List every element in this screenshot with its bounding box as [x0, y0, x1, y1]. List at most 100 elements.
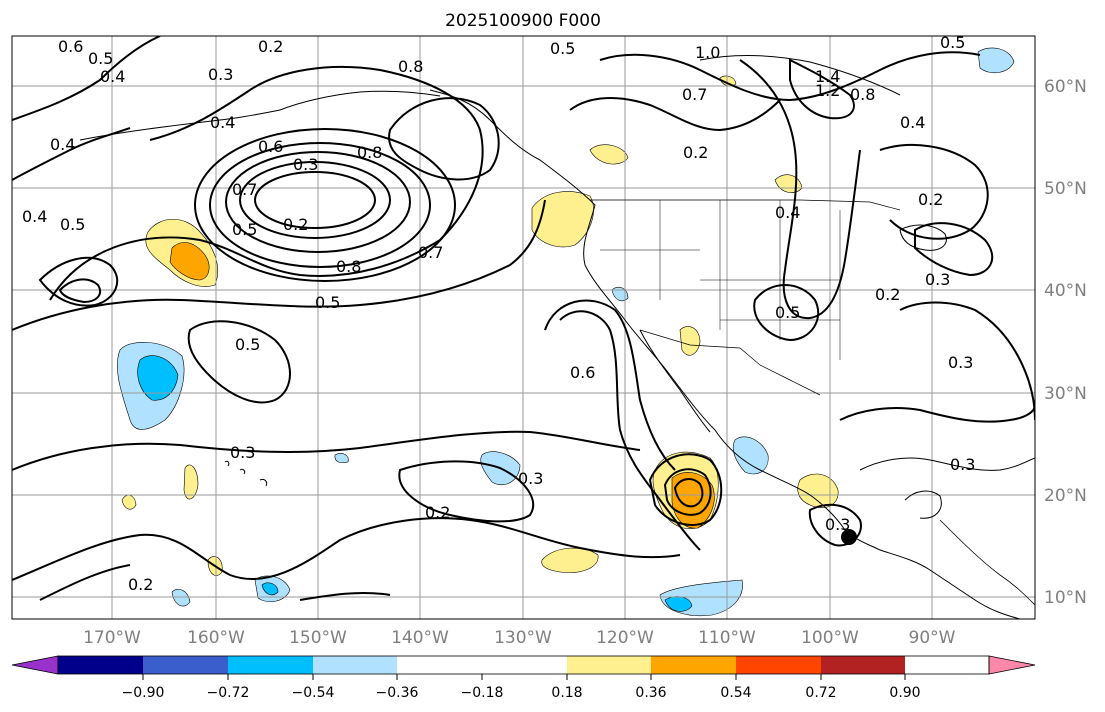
positive-anomaly-patches	[121, 75, 839, 576]
colorbar-bin	[228, 656, 313, 674]
gulf-of-california	[639, 329, 711, 433]
contour-label: 0.3	[925, 270, 950, 289]
contour-label: 0.5	[88, 49, 113, 68]
anomaly-patch-subtropical-2	[183, 464, 199, 500]
colorbar-tick-label: 0.72	[805, 685, 836, 701]
lon-label: 110°W	[698, 628, 756, 648]
contour-label: 0.2	[258, 37, 283, 56]
contour-0.3-south-pacific	[39, 564, 391, 601]
us-mexico-border	[639, 329, 821, 396]
contour-label: 0.2	[283, 215, 308, 234]
gulf-of-mexico-coast	[859, 457, 1035, 471]
contour-label: 0.2	[128, 575, 153, 594]
colorbar-bin	[313, 656, 397, 674]
contour-label: 1.4	[815, 67, 840, 86]
colorbar-bin	[651, 656, 736, 674]
contour-east-canada-2	[914, 222, 994, 277]
contour-label: 0.6	[570, 363, 595, 382]
contour-label: 0.6	[58, 37, 83, 56]
contour-label: 0.4	[210, 113, 235, 132]
contour-west-pacific-3	[38, 256, 119, 307]
contour-label: 0.2	[425, 503, 450, 522]
contour-label: 0.4	[100, 67, 125, 86]
anomaly-patch-tropical-3	[171, 589, 191, 607]
contour-lines	[12, 36, 1035, 601]
central-america-coast	[939, 519, 1035, 606]
lat-label: 60°N	[1044, 77, 1087, 97]
negative-anomaly-patches	[117, 47, 1015, 616]
anomaly-patch-hudson	[589, 144, 629, 165]
contour-label: 0.2	[918, 190, 943, 209]
colorbar-under-triangle	[11, 655, 59, 675]
contour-label: 0.5	[60, 215, 85, 234]
anomaly-patch-central-pacific-core	[137, 355, 179, 401]
contour-0.3-tropics	[12, 430, 641, 471]
hudson-bay-coast	[699, 55, 901, 96]
contour-label: 0.7	[682, 85, 707, 104]
contour-label: 1.0	[695, 43, 720, 62]
colorbar-bin	[821, 656, 905, 674]
anomaly-patch-subtropical-1	[121, 494, 137, 510]
contour-label: 0.4	[900, 113, 925, 132]
contour-label: 0.5	[235, 335, 260, 354]
contour-ridge-plains-2	[753, 284, 820, 342]
contour-0.5-subtropical	[12, 199, 546, 331]
lon-label: 160°W	[187, 628, 245, 648]
colorbar-bin	[736, 656, 821, 674]
longitude-labels: 170°W 160°W 150°W 140°W 130°W 120°W 110°…	[83, 628, 956, 648]
contour-label: 0.3	[230, 443, 255, 462]
contour-closed-low-mexico-2	[663, 468, 712, 516]
lat-label: 20°N	[1044, 486, 1087, 506]
contour-east-canada	[879, 144, 989, 240]
yucatan-coast	[904, 490, 942, 519]
contour-label: 0.5	[940, 33, 965, 52]
map-area: 0.6 0.5 0.4 0.2 0.3 0.5 0.8 1.0 0.7 1.4 …	[12, 33, 1035, 619]
contour-southeast-us	[899, 301, 1035, 421]
contour-ring-0.2	[254, 171, 376, 229]
contour-west-pacific-2	[12, 127, 131, 181]
colorbar-bin	[143, 656, 228, 674]
colorbar-ticks	[142, 674, 906, 680]
contour-label: 0.8	[357, 143, 382, 162]
contour-0.2-low	[398, 460, 535, 523]
contour-label: 0.5	[550, 39, 575, 58]
contour-label: 0.3	[948, 353, 973, 372]
contour-label: 0.3	[208, 65, 233, 84]
us-canada-border	[590, 199, 901, 211]
contour-1.4	[789, 58, 855, 120]
lon-label: 150°W	[289, 628, 347, 648]
contour-label: 0.5	[315, 293, 340, 312]
colorbar-bin	[567, 656, 651, 674]
contour-label: 0.3	[293, 155, 318, 174]
anomaly-patch-arctic	[977, 47, 1015, 74]
contour-label: 0.6	[258, 137, 283, 156]
lon-label: 90°W	[909, 628, 956, 648]
contour-0.8-north-pacific	[49, 65, 484, 301]
contour-label: 0.5	[775, 303, 800, 322]
colorbar-tick-label: −0.18	[461, 685, 504, 701]
contour-0.5-central	[187, 320, 291, 404]
colorbar-tick-label: 0.90	[889, 685, 920, 701]
contour-label: 0.5	[232, 220, 257, 239]
contour-label: 0.8	[850, 85, 875, 104]
map-title: 2025100900 F000	[445, 11, 601, 31]
contour-label: 0.3	[950, 455, 975, 474]
contour-west-pacific	[12, 36, 161, 121]
lon-label: 100°W	[801, 628, 859, 648]
colorbar-tick-label: −0.36	[376, 685, 419, 701]
contour-ring-0.5	[209, 142, 431, 268]
contour-west-pacific-4	[58, 278, 102, 304]
colorbar-tick-label: −0.72	[207, 685, 250, 701]
colorbar-bin	[58, 656, 143, 674]
anomaly-patch-gulf-california	[679, 326, 701, 356]
colorbar-bin	[397, 656, 482, 674]
colorbar-tick-label: −0.54	[292, 685, 335, 701]
graticule	[12, 36, 1035, 619]
contour-label: 0.8	[336, 257, 361, 276]
contour-label: 0.4	[50, 135, 75, 154]
anomaly-patch-nevada	[611, 286, 629, 302]
colorbar-bin	[482, 656, 567, 674]
contour-label: 0.2	[683, 143, 708, 162]
contour-0.2-southern	[12, 517, 681, 581]
lat-label: 40°N	[1044, 281, 1087, 301]
